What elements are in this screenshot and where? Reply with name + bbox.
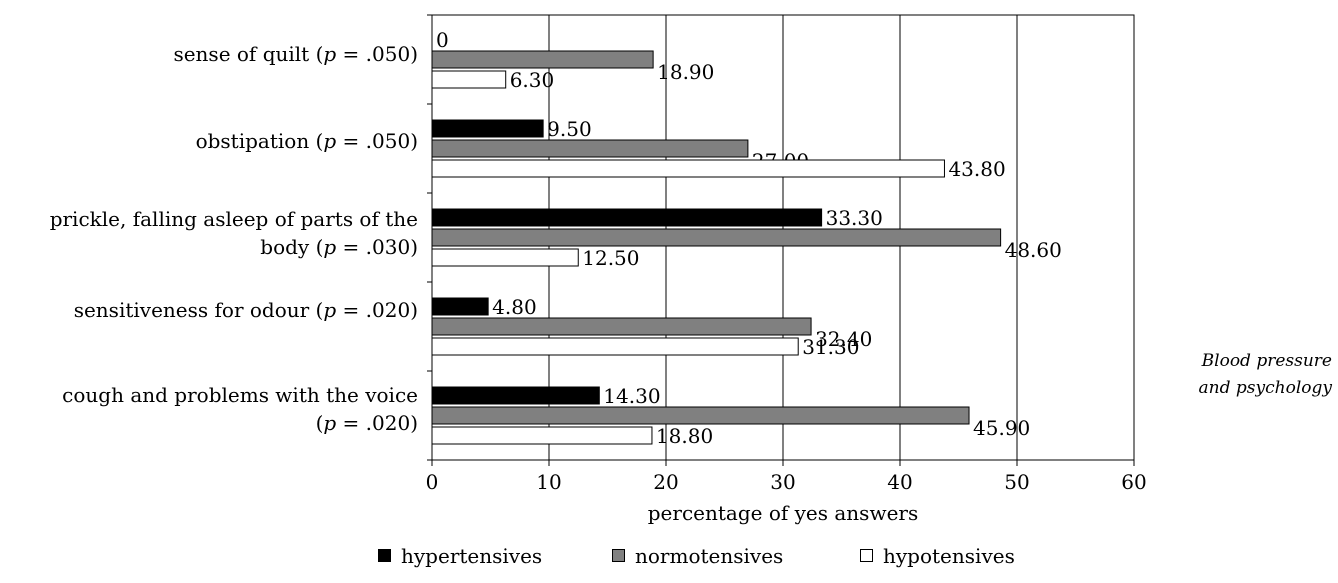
data-label-hypertensives: 33.30 [826, 206, 883, 230]
data-label-normotensives: 18.90 [657, 60, 714, 84]
x-axis-label: percentage of yes answers [648, 501, 918, 525]
data-label-hypertensives: 14.30 [603, 384, 660, 408]
bar-normotensives [431, 139, 749, 158]
bar-hypertensives [431, 297, 489, 316]
x-tick-label: 40 [887, 470, 912, 494]
legend-item-hypotensives: hypotensives [860, 544, 1015, 568]
bar-normotensives [431, 317, 812, 336]
data-label-hypotensives: 6.30 [510, 68, 555, 92]
legend-label-normotensives: normotensives [635, 544, 784, 568]
category-label: sense of quilt (p = .050) [173, 42, 418, 66]
side-caption-line-2: and psychology [1198, 378, 1332, 398]
data-label-hypertensives: 4.80 [492, 295, 537, 319]
legend-swatch-hypotensives [860, 549, 873, 562]
legend-label-hypotensives: hypotensives [883, 544, 1015, 568]
x-tick-label: 20 [653, 470, 678, 494]
bar-hypotensives [431, 337, 799, 356]
legend-item-hypertensives: hypertensives [378, 544, 542, 568]
data-label-hypotensives: 43.80 [948, 157, 1005, 181]
bar-hypotensives [431, 426, 653, 445]
data-label-hypotensives: 18.80 [656, 424, 713, 448]
x-tick-label: 0 [426, 470, 439, 494]
bar-hypotensives [431, 248, 579, 267]
bar-hypotensives [431, 159, 945, 178]
data-label-hypertensives: 0 [436, 28, 449, 52]
data-label-normotensives: 48.60 [1005, 238, 1062, 262]
legend-label-hypertensives: hypertensives [401, 544, 543, 568]
legend-swatch-hypertensives [378, 549, 391, 562]
bar-hypertensives [431, 119, 544, 138]
bar-hypotensives [431, 70, 507, 89]
data-label-normotensives: 32.40 [815, 327, 872, 351]
data-label-hypotensives: 12.50 [582, 246, 639, 270]
legend-swatch-normotensives [612, 549, 625, 562]
side-caption-line-1: Blood pressure [1201, 351, 1332, 371]
legend-item-normotensives: normotensives [612, 544, 783, 568]
bar-normotensives [431, 228, 1002, 247]
x-tick-label: 30 [770, 470, 795, 494]
data-label-hypertensives: 9.50 [547, 117, 592, 141]
data-label-normotensives: 45.90 [973, 416, 1030, 440]
bar-normotensives [431, 406, 970, 425]
category-label: obstipation (p = .050) [195, 129, 418, 153]
bar-hypertensives [431, 208, 823, 227]
category-label: cough and problems with the voice (p = .0… [62, 383, 418, 435]
category-label: sensitiveness for odour (p = .020) [73, 298, 418, 322]
x-tick-label: 10 [536, 470, 561, 494]
x-tick-label: 50 [1004, 470, 1029, 494]
data-label-hypotensives: 31.30 [802, 335, 859, 359]
bar-hypertensives [431, 386, 600, 405]
side-caption: Blood pressure and psychology [1140, 348, 1332, 402]
category-label: prickle, falling asleep of parts of the b… [49, 207, 418, 259]
x-tick-label: 60 [1121, 470, 1146, 494]
bar-normotensives [431, 50, 654, 69]
